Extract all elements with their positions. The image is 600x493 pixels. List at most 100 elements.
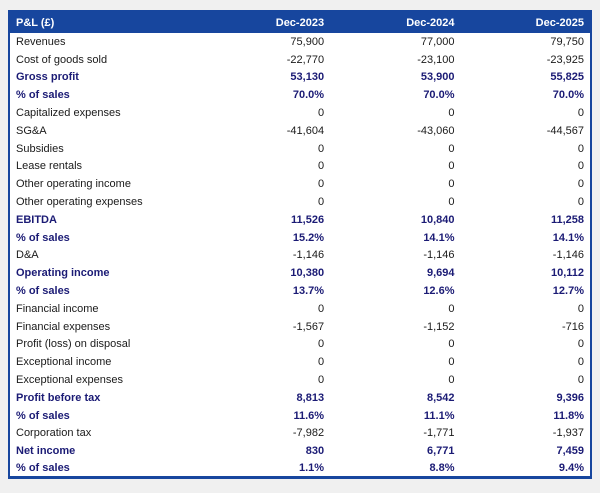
row-value-dec-2025: 0 bbox=[577, 107, 584, 120]
row-label: Profit before tax bbox=[16, 391, 101, 404]
row-value-dec-2023: -41,604 bbox=[286, 124, 325, 137]
row-value-dec-2023: 11,526 bbox=[291, 213, 325, 226]
table-row: Financial expenses -1,567 -1,152 -716 bbox=[9, 318, 591, 336]
row-label: Gross profit bbox=[16, 71, 79, 84]
table-row: Gross profit 53,130 53,900 55,825 bbox=[9, 69, 591, 87]
row-value-dec-2023: 8,813 bbox=[296, 391, 325, 404]
table-row: % of sales 11.6% 11.1% 11.8% bbox=[9, 407, 591, 425]
row-value-dec-2024: -23,100 bbox=[417, 53, 455, 66]
table-row: Revenues 75,900 77,000 79,750 bbox=[9, 33, 591, 51]
table-row: EBITDA 11,526 10,840 11,258 bbox=[9, 211, 591, 229]
row-value-dec-2023: 0 bbox=[317, 338, 325, 351]
row-value-dec-2024: 8,542 bbox=[426, 391, 455, 404]
table-row: % of sales 1.1% 8.8% 9.4% bbox=[9, 460, 591, 478]
row-label: % of sales bbox=[16, 89, 70, 102]
row-value-dec-2025: 11,258 bbox=[550, 213, 584, 226]
row-label: Net income bbox=[16, 445, 76, 458]
header-cell-dec-2024: Dec-2024 bbox=[330, 11, 461, 33]
table-row: Exceptional expenses 0 0 0 bbox=[9, 371, 591, 389]
table-row: % of sales 13.7% 12.6% 12.7% bbox=[9, 282, 591, 300]
row-value-dec-2024: 14.1% bbox=[423, 231, 455, 244]
row-label: Profit (loss) on disposal bbox=[16, 338, 131, 351]
table-row: % of sales 15.2% 14.1% 14.1% bbox=[9, 229, 591, 247]
table-row: Other operating income 0 0 0 bbox=[9, 175, 591, 193]
row-label: Other operating expenses bbox=[16, 196, 143, 209]
row-value-dec-2025: 14.1% bbox=[552, 231, 584, 244]
row-value-dec-2023: 53,130 bbox=[290, 71, 325, 84]
row-value-dec-2023: -1,146 bbox=[292, 249, 325, 262]
row-value-dec-2025: 55,825 bbox=[550, 71, 584, 84]
row-value-dec-2025: 70.0% bbox=[552, 89, 584, 102]
row-value-dec-2025: 0 bbox=[577, 374, 584, 387]
table-row: Exceptional income 0 0 0 bbox=[9, 353, 591, 371]
row-value-dec-2024: 9,694 bbox=[426, 267, 455, 280]
row-value-dec-2025: 79,750 bbox=[550, 35, 584, 48]
row-value-dec-2025: 7,459 bbox=[556, 445, 584, 458]
row-label: Corporation tax bbox=[16, 427, 92, 440]
row-value-dec-2024: 6,771 bbox=[426, 445, 455, 458]
table-row: % of sales 70.0% 70.0% 70.0% bbox=[9, 86, 591, 104]
header-cell-dec-2025: Dec-2025 bbox=[460, 11, 591, 33]
row-value-dec-2025: 0 bbox=[577, 338, 584, 351]
row-value-dec-2024: 70.0% bbox=[423, 89, 455, 102]
row-value-dec-2024: 77,000 bbox=[420, 35, 455, 48]
row-label: % of sales bbox=[16, 462, 70, 475]
row-value-dec-2023: 70.0% bbox=[292, 89, 325, 102]
row-label: % of sales bbox=[16, 231, 70, 244]
row-value-dec-2024: 10,840 bbox=[420, 213, 455, 226]
row-value-dec-2025: 0 bbox=[577, 356, 584, 369]
row-label: Other operating income bbox=[16, 178, 131, 191]
table-row: Cost of goods sold -22,770 -23,100 -23,9… bbox=[9, 51, 591, 69]
row-label: Financial income bbox=[16, 302, 99, 315]
row-value-dec-2025: 11.8% bbox=[553, 409, 584, 422]
row-value-dec-2025: 9,396 bbox=[556, 391, 584, 404]
row-value-dec-2024: -1,771 bbox=[423, 427, 455, 440]
row-label: Financial expenses bbox=[16, 320, 111, 333]
table-header: P&L (£) Dec-2023 Dec-2024 Dec-2025 bbox=[9, 11, 591, 33]
row-value-dec-2024: 53,900 bbox=[420, 71, 455, 84]
row-label: Lease rentals bbox=[16, 160, 83, 173]
table-row: Profit before tax 8,813 8,542 9,396 bbox=[9, 389, 591, 407]
row-value-dec-2025: -1,146 bbox=[552, 249, 584, 262]
row-label: Cost of goods sold bbox=[16, 53, 108, 66]
row-value-dec-2024: 0 bbox=[448, 302, 455, 315]
table-row: SG&A -41,604 -43,060 -44,567 bbox=[9, 122, 591, 140]
row-label: % of sales bbox=[16, 285, 70, 298]
header-cell-dec-2023: Dec-2023 bbox=[199, 11, 331, 33]
row-value-dec-2023: 15.2% bbox=[292, 231, 325, 244]
row-value-dec-2024: 8.8% bbox=[429, 462, 455, 475]
row-value-dec-2023: 0 bbox=[317, 196, 325, 209]
table-row: Corporation tax -7,982 -1,771 -1,937 bbox=[9, 425, 591, 443]
row-value-dec-2023: -22,770 bbox=[286, 53, 325, 66]
pnl-table: P&L (£) Dec-2023 Dec-2024 Dec-2025 Reven… bbox=[8, 10, 592, 480]
row-value-dec-2025: 12.7% bbox=[552, 285, 584, 298]
row-label: EBITDA bbox=[16, 213, 57, 226]
table-row: Capitalized expenses 0 0 0 bbox=[9, 104, 591, 122]
row-value-dec-2025: -716 bbox=[561, 320, 584, 333]
row-label: Revenues bbox=[16, 35, 66, 48]
row-value-dec-2025: 0 bbox=[577, 160, 584, 173]
row-label: % of sales bbox=[16, 409, 70, 422]
row-value-dec-2024: 0 bbox=[448, 178, 455, 191]
row-label: Subsidies bbox=[16, 142, 64, 155]
row-value-dec-2024: 0 bbox=[448, 142, 455, 155]
row-value-dec-2023: 0 bbox=[317, 178, 325, 191]
row-value-dec-2023: 11.6% bbox=[293, 409, 325, 422]
row-value-dec-2024: 0 bbox=[448, 160, 455, 173]
row-value-dec-2024: 0 bbox=[448, 107, 455, 120]
row-value-dec-2023: 10,380 bbox=[290, 267, 325, 280]
row-value-dec-2023: 0 bbox=[317, 142, 325, 155]
row-value-dec-2023: 0 bbox=[317, 302, 325, 315]
row-value-dec-2025: 0 bbox=[577, 142, 584, 155]
row-value-dec-2023: 0 bbox=[317, 107, 325, 120]
row-value-dec-2023: -7,982 bbox=[292, 427, 325, 440]
header-row: P&L (£) Dec-2023 Dec-2024 Dec-2025 bbox=[9, 11, 591, 33]
row-label: SG&A bbox=[16, 124, 47, 137]
table-row: Operating income 10,380 9,694 10,112 bbox=[9, 264, 591, 282]
row-value-dec-2023: 0 bbox=[317, 160, 325, 173]
row-value-dec-2025: 10,112 bbox=[550, 267, 584, 280]
row-label: D&A bbox=[16, 249, 39, 262]
table-body: Revenues 75,900 77,000 79,750 Cost of go… bbox=[9, 33, 591, 478]
row-label: Capitalized expenses bbox=[16, 107, 121, 120]
